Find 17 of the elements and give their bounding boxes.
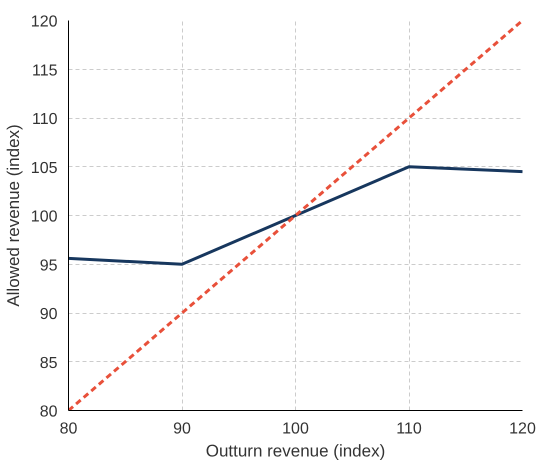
y-tick-label: 85 xyxy=(40,354,58,372)
y-tick-label: 105 xyxy=(30,160,58,177)
y-tick-label: 115 xyxy=(32,62,58,80)
x-tick-label: 100 xyxy=(282,420,309,438)
x-tick-label: 80 xyxy=(60,420,78,438)
x-axis-title: Outturn revenue (index) xyxy=(206,442,386,460)
x-tick-label: 120 xyxy=(509,420,536,438)
y-tick-label: 100 xyxy=(30,208,58,226)
x-tick-label: 110 xyxy=(396,420,422,438)
y-tick-label: 80 xyxy=(40,404,58,420)
y-tick-label: 110 xyxy=(32,111,58,128)
x-tick-label: 90 xyxy=(173,420,191,438)
y-tick-label: 90 xyxy=(40,306,58,323)
y-axis-title: Allowed revenue (index) xyxy=(4,124,23,307)
y-tick-label: 95 xyxy=(40,257,58,274)
line-series xyxy=(68,165,522,266)
y-tick-label: 120 xyxy=(30,14,58,30)
